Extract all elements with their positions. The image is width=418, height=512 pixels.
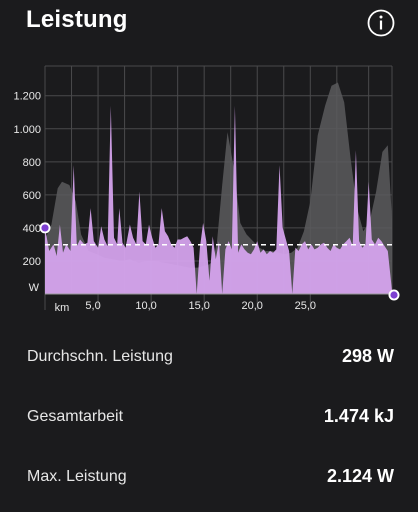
power-chart-svg: 200 400 600 800 1.000 1.200 W 5,0 10,0 15,0 20,0… (13, 65, 400, 314)
power-chart: 200 400 600 800 1.000 1.200 W 5,0 10,0 15,0 20,0… (0, 50, 418, 318)
x-tick-label: 5,0 (85, 300, 100, 312)
x-tick-label: 15,0 (188, 300, 209, 312)
y-tick-label: 200 (23, 256, 41, 268)
range-start-handle[interactable] (39, 222, 51, 234)
y-tick-label: 400 (23, 223, 41, 235)
page-title: Leistung (26, 6, 128, 33)
stat-row-average-power: Durchschn. Leistung 298 W (0, 338, 418, 378)
stat-label: Durchschn. Leistung (27, 348, 173, 365)
y-tick-label: 800 (23, 157, 41, 169)
stat-row-max-power: Max. Leistung 2.124 W (0, 458, 418, 498)
info-button[interactable] (367, 9, 395, 37)
stat-label: Max. Leistung (27, 468, 127, 485)
stat-label: Gesamtarbeit (27, 408, 124, 425)
info-icon (367, 9, 395, 37)
stat-value: 298 W (341, 346, 394, 366)
header: Leistung (0, 0, 418, 46)
y-tick-label: 1.000 (13, 124, 41, 136)
stat-value: 2.124 W (326, 466, 394, 486)
y-tick-label: 1.200 (13, 91, 41, 103)
x-tick-label: 10,0 (135, 300, 156, 312)
y-tick-label: 600 (23, 190, 41, 202)
range-start-handle-dot (41, 224, 49, 232)
y-axis-unit-label: W (29, 282, 40, 294)
x-tick-label: 20,0 (242, 300, 263, 312)
stat-row-total-work: Gesamtarbeit 1.474 kJ (0, 398, 418, 438)
x-axis-unit-label: km (55, 302, 70, 314)
elevation-area (45, 82, 392, 294)
stat-value: 1.474 kJ (323, 406, 394, 426)
x-tick-label: 25,0 (295, 300, 316, 312)
power-area (45, 105, 392, 294)
range-end-handle-dot (390, 291, 398, 299)
range-end-handle[interactable] (388, 289, 400, 301)
